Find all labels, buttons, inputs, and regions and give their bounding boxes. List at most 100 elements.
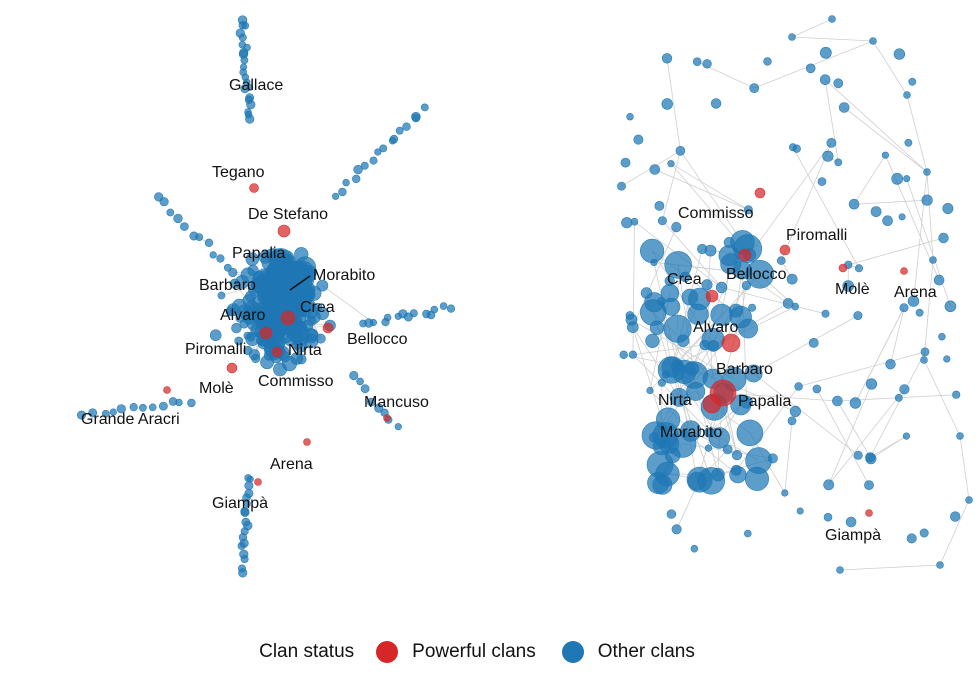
- right-node: [621, 217, 633, 229]
- right-edge: [798, 351, 926, 387]
- left-node: [239, 319, 249, 329]
- right-node: [626, 112, 634, 121]
- right-node: [817, 177, 827, 186]
- right-node: [661, 370, 670, 379]
- right-node: [748, 303, 757, 312]
- right-node: [823, 479, 835, 491]
- right-node: [854, 264, 863, 273]
- left-node: [129, 403, 138, 412]
- morabito-pointer-line: [289, 275, 311, 291]
- left-node: [240, 84, 250, 94]
- right-node: [722, 444, 733, 455]
- left-node-powerful: [383, 414, 391, 422]
- left-label-morabito: Morabito: [313, 267, 375, 284]
- left-node-powerful: [303, 438, 311, 446]
- left-node-powerful: [259, 326, 273, 340]
- right-node: [782, 298, 794, 309]
- right-node: [675, 146, 686, 156]
- right-node: [776, 256, 786, 265]
- left-label-grande-aracri: Grande Aracri: [81, 411, 180, 428]
- left-node: [293, 330, 309, 347]
- right-node: [904, 138, 913, 147]
- right-node: [639, 238, 665, 263]
- right-node: [823, 512, 833, 522]
- right-node: [649, 164, 661, 175]
- right-edge: [870, 435, 907, 460]
- left-node: [353, 164, 363, 175]
- right-node: [744, 466, 769, 491]
- right-node: [832, 395, 843, 407]
- legend-powerful-label: Powerful clans: [412, 641, 536, 662]
- right-node: [736, 419, 764, 447]
- right-edge: [791, 36, 874, 42]
- right-node: [749, 83, 760, 93]
- right-node: [923, 168, 931, 176]
- right-node: [704, 444, 713, 452]
- left-label-papalia: Papalia: [232, 245, 285, 262]
- left-node: [366, 397, 376, 407]
- right-node: [833, 78, 844, 89]
- right-node: [640, 287, 653, 299]
- left-node: [381, 318, 390, 327]
- right-edge: [824, 79, 839, 163]
- left-node: [244, 474, 252, 482]
- right-network-labels: Commisso Piromalli Crea Bellocco Molè Ar…: [658, 205, 937, 544]
- right-node: [898, 213, 906, 221]
- left-node: [231, 322, 242, 334]
- right-node: [881, 151, 890, 159]
- left-node: [88, 408, 98, 418]
- left-node: [439, 302, 448, 310]
- right-node: [944, 300, 957, 313]
- right-node: [796, 507, 804, 515]
- left-node: [313, 302, 323, 312]
- left-node: [228, 267, 238, 278]
- right-edge: [631, 319, 735, 380]
- right-node: [703, 427, 715, 438]
- right-node-powerful: [779, 244, 791, 256]
- right-node: [661, 98, 673, 110]
- left-node: [394, 312, 402, 320]
- right-node: [671, 359, 683, 372]
- left-node: [402, 122, 411, 131]
- right-edge: [662, 220, 722, 288]
- right-node: [870, 206, 882, 217]
- left-node: [180, 222, 189, 231]
- left-node: [158, 401, 168, 411]
- right-node: [687, 303, 709, 325]
- right-edge: [872, 40, 908, 96]
- right-node: [938, 232, 949, 244]
- right-node: [842, 280, 855, 292]
- left-node: [217, 291, 226, 300]
- right-edge: [680, 150, 743, 243]
- right-edge: [839, 564, 941, 571]
- left-node: [446, 304, 456, 313]
- right-node: [933, 274, 945, 286]
- right-node: [787, 416, 797, 426]
- left-node: [148, 403, 157, 412]
- left-node: [273, 362, 287, 377]
- right-node: [786, 273, 798, 285]
- right-node: [819, 74, 831, 85]
- right-node: [680, 420, 702, 442]
- right-node: [625, 311, 635, 320]
- right-edge: [784, 420, 793, 494]
- right-node: [885, 359, 896, 370]
- right-node: [645, 333, 660, 349]
- left-node: [420, 103, 429, 112]
- right-node: [952, 390, 961, 399]
- right-node: [697, 243, 708, 255]
- right-edge: [890, 307, 905, 365]
- right-node: [899, 303, 909, 313]
- right-node-powerful: [838, 263, 848, 273]
- right-node: [834, 158, 843, 167]
- right-edge: [869, 351, 926, 458]
- left-label-nirta: Nirta: [288, 342, 322, 359]
- right-node: [743, 529, 752, 538]
- right-node: [915, 308, 924, 317]
- right-node: [729, 305, 752, 329]
- right-node: [710, 98, 722, 109]
- right-label-bellocco: Bellocco: [726, 266, 787, 283]
- left-label-crea: Crea: [300, 299, 335, 316]
- right-edge: [662, 150, 681, 221]
